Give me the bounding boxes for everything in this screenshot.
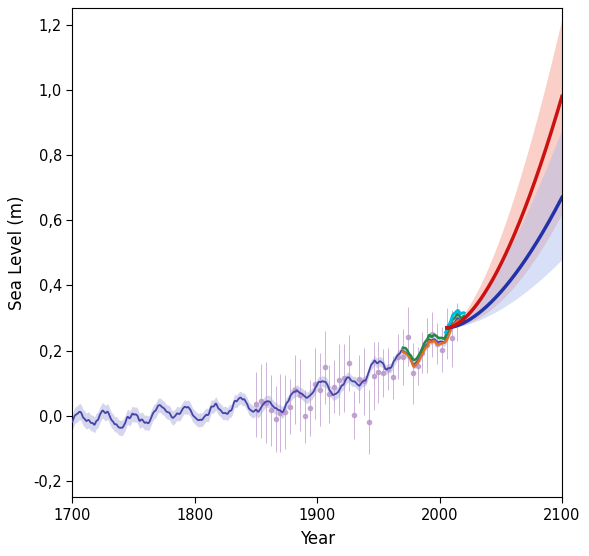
X-axis label: Year: Year bbox=[300, 530, 335, 548]
Y-axis label: Sea Level (m): Sea Level (m) bbox=[8, 196, 27, 310]
